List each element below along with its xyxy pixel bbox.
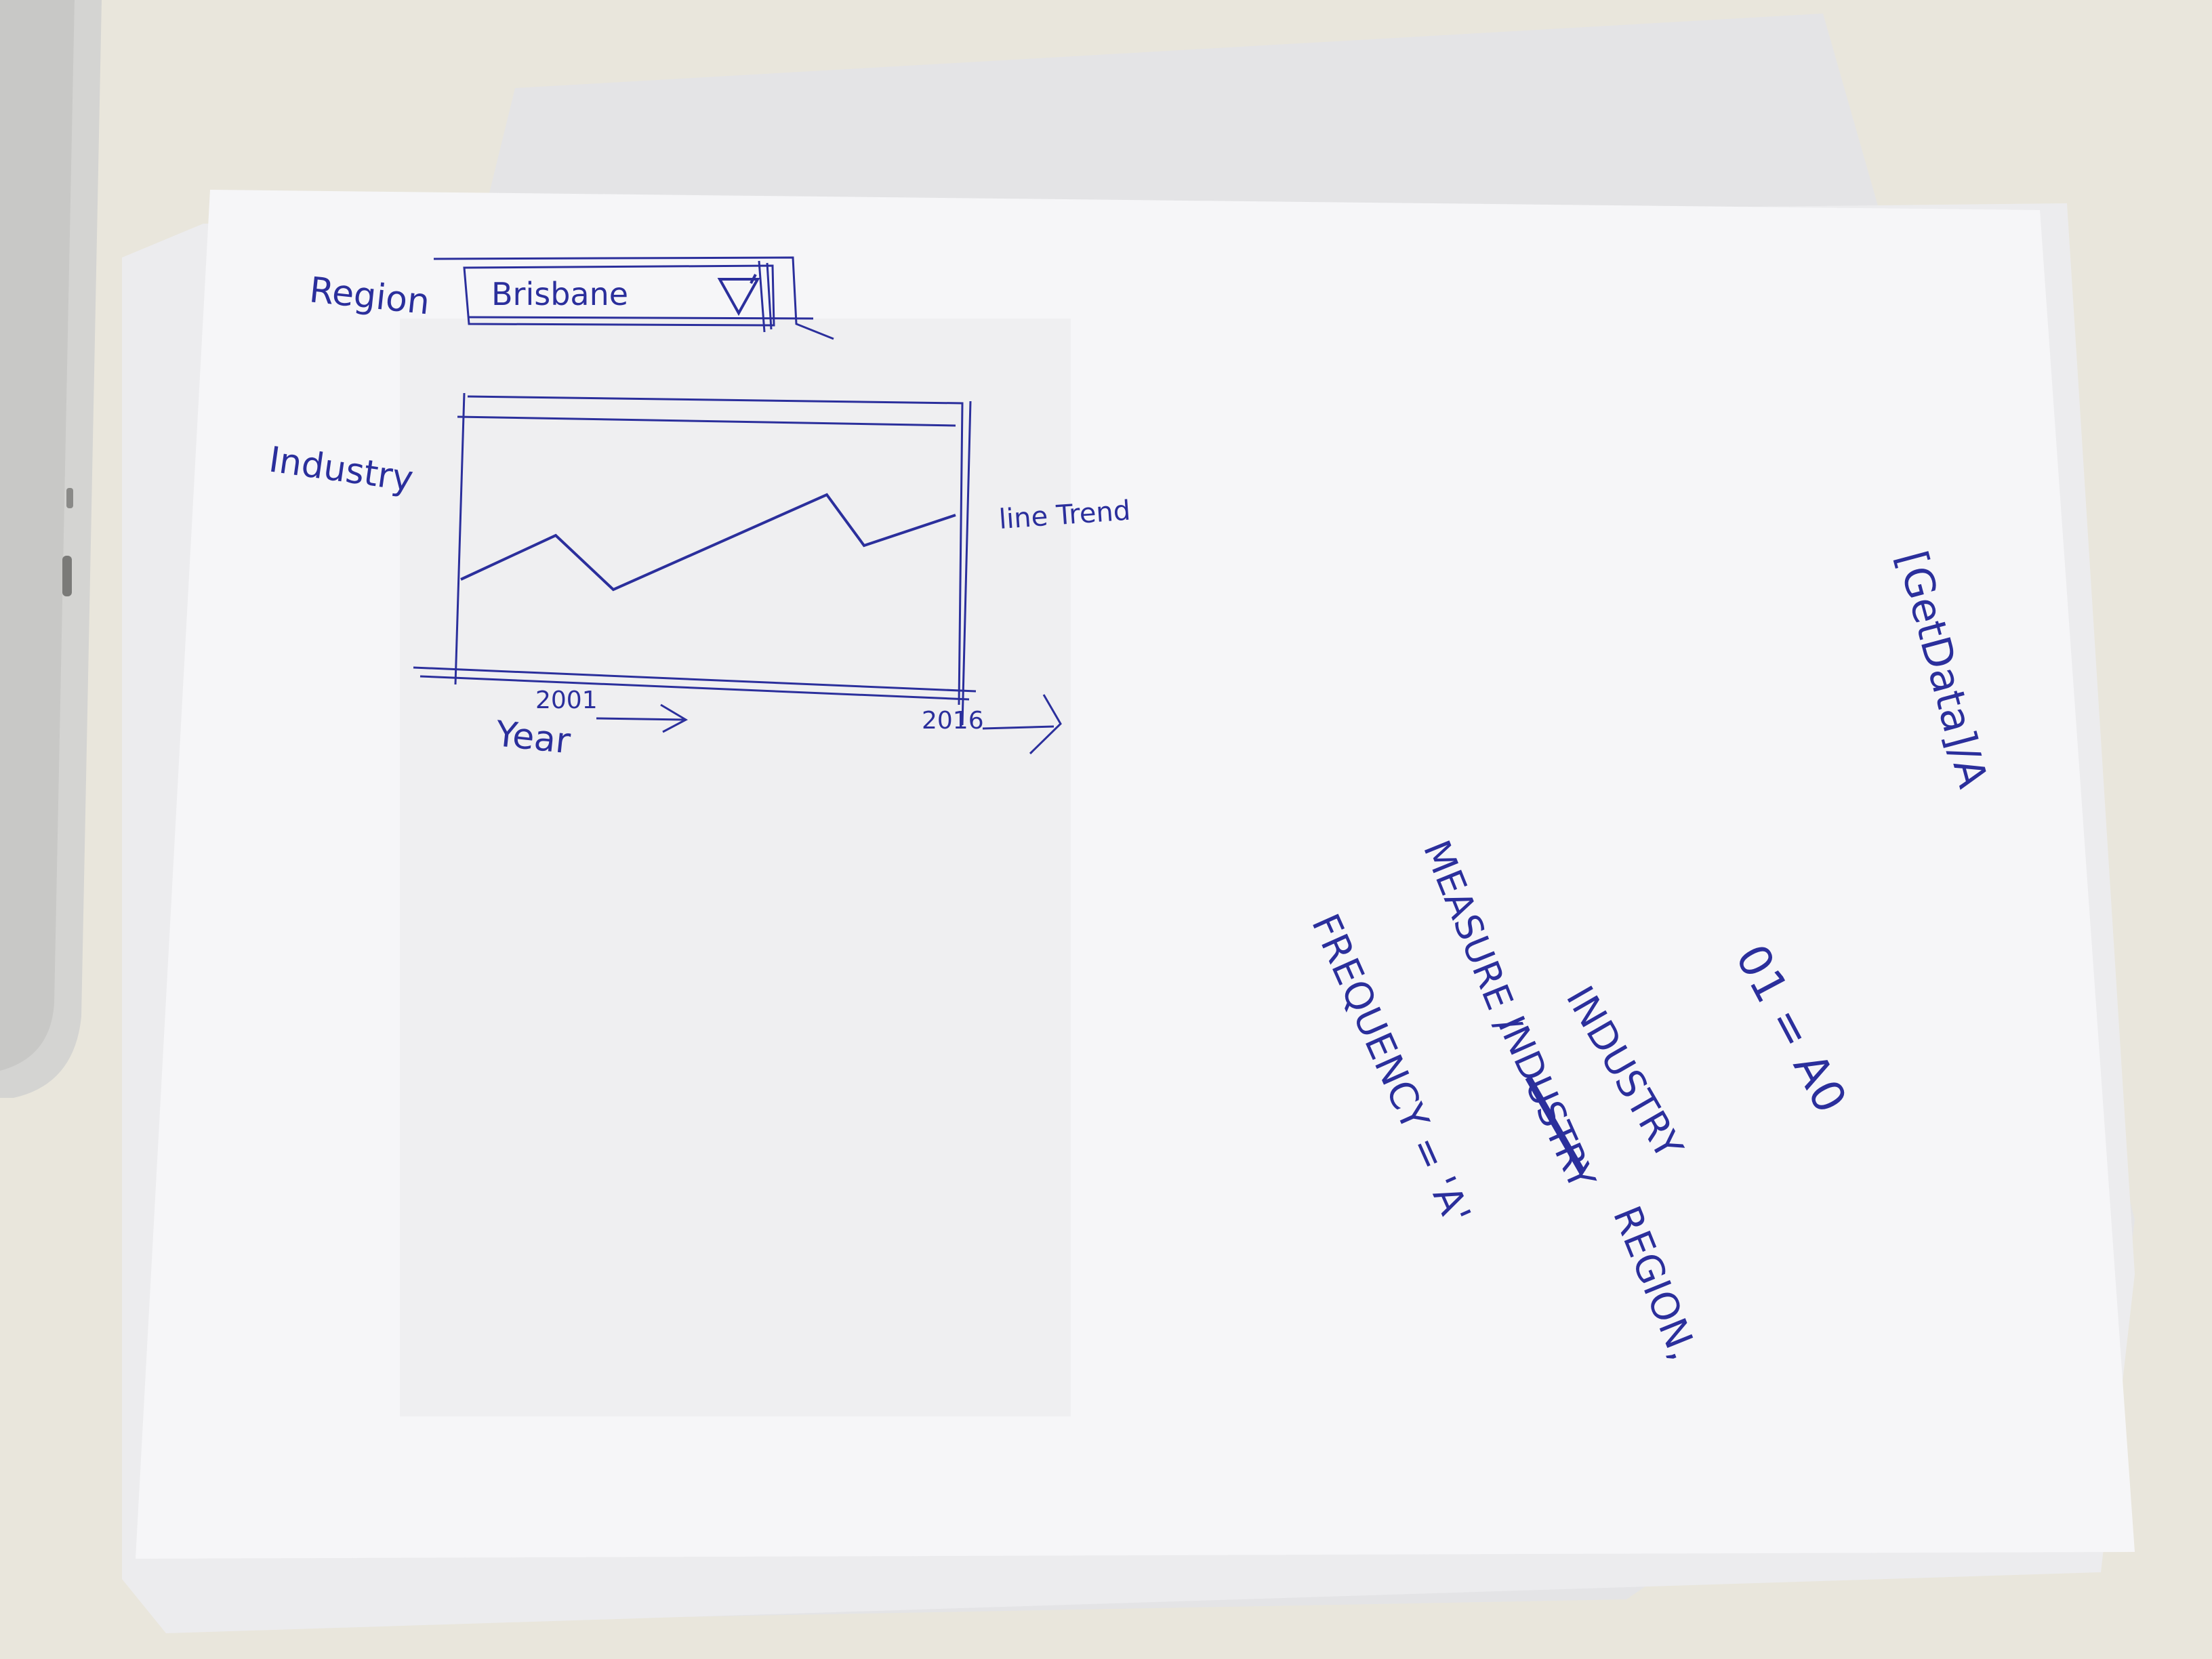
region-value: Brisbane: [491, 276, 628, 312]
trend-line: [460, 493, 956, 592]
x-axis-end-arrow: [982, 694, 1062, 755]
laptop-bezel: [0, 0, 75, 1071]
chart-frame-sketch: [413, 392, 977, 726]
paper-show-through: [400, 319, 1071, 1416]
region-dropdown-sketch: [433, 256, 834, 340]
x-axis-start-label: 2001: [535, 687, 598, 714]
x-axis-arrow: [596, 703, 689, 733]
x-axis-label: Year: [493, 714, 573, 762]
triangle-down-icon: [717, 274, 760, 316]
laptop-button: [62, 556, 72, 596]
x-axis-end-label: 2016: [922, 707, 984, 735]
laptop-button: [66, 488, 73, 508]
